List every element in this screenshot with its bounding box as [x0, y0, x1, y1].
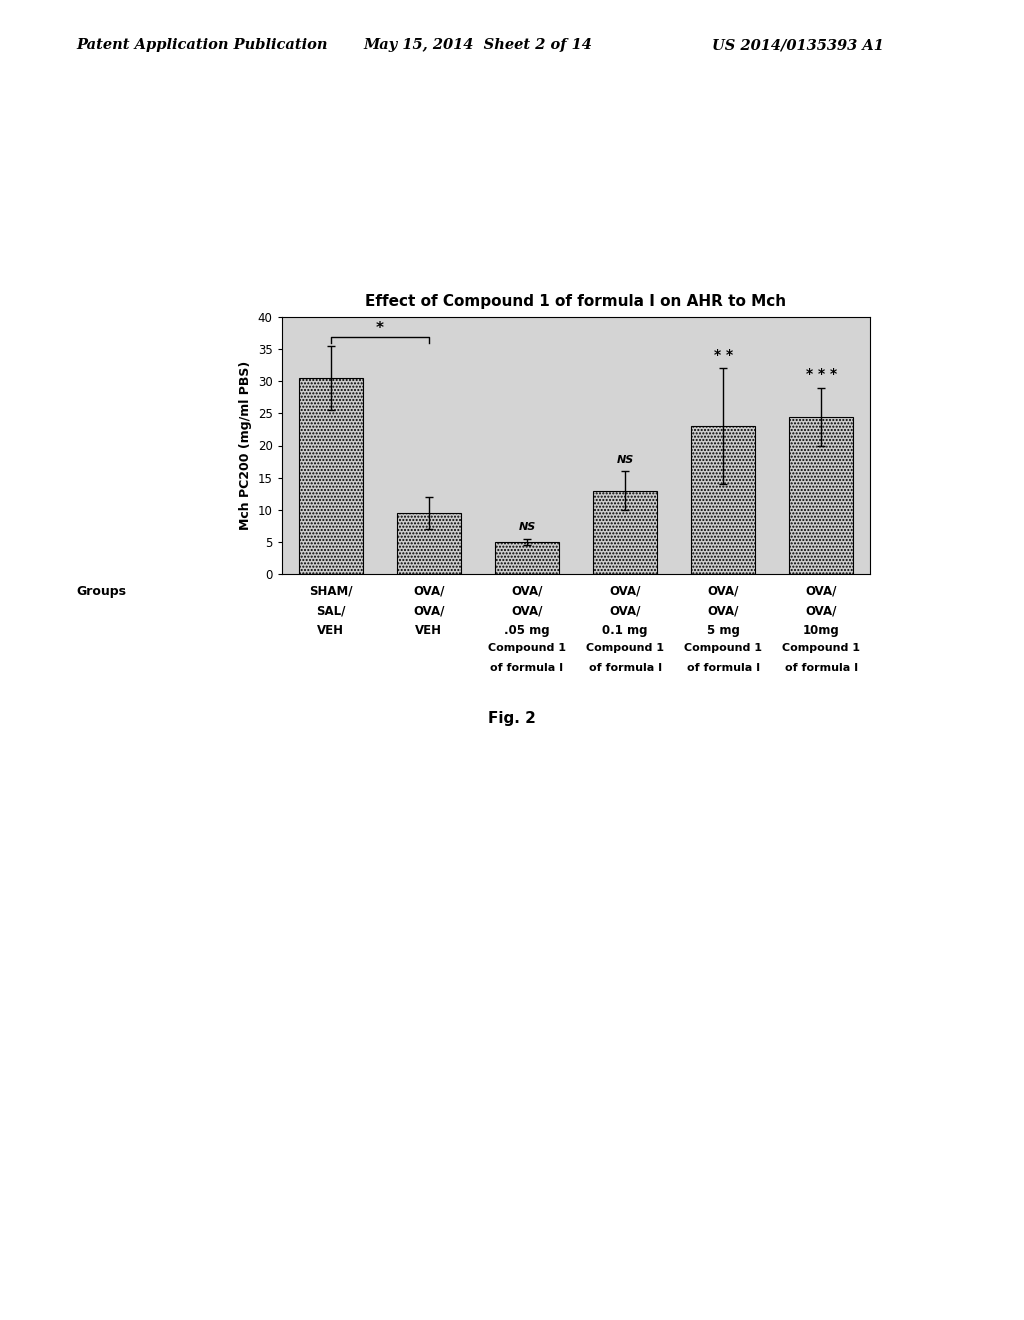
Text: * *: * * — [714, 348, 733, 362]
Text: SHAM/: SHAM/ — [309, 585, 352, 598]
Text: OVA/: OVA/ — [511, 585, 543, 598]
Bar — [790, 417, 853, 574]
Bar — [397, 513, 461, 574]
Text: of formula I: of formula I — [589, 663, 662, 673]
Text: Compound 1: Compound 1 — [684, 643, 762, 653]
Text: of formula I: of formula I — [687, 663, 760, 673]
Text: .05 mg: .05 mg — [504, 624, 550, 636]
Text: OVA/: OVA/ — [806, 585, 837, 598]
Text: US 2014/0135393 A1: US 2014/0135393 A1 — [712, 38, 884, 53]
Text: Groups: Groups — [77, 585, 127, 598]
Text: OVA/: OVA/ — [806, 605, 837, 618]
Y-axis label: Mch PC200 (mg/ml PBS): Mch PC200 (mg/ml PBS) — [240, 360, 252, 531]
Text: OVA/: OVA/ — [413, 605, 444, 618]
Text: 0.1 mg: 0.1 mg — [602, 624, 648, 636]
Title: Effect of Compound 1 of formula I on AHR to Mch: Effect of Compound 1 of formula I on AHR… — [366, 293, 786, 309]
Text: Patent Application Publication: Patent Application Publication — [77, 38, 329, 53]
Text: Fig. 2: Fig. 2 — [488, 711, 536, 726]
Text: May 15, 2014  Sheet 2 of 14: May 15, 2014 Sheet 2 of 14 — [364, 38, 593, 53]
Bar — [299, 378, 362, 574]
Text: *: * — [376, 321, 384, 337]
Bar — [495, 543, 559, 574]
Text: OVA/: OVA/ — [511, 605, 543, 618]
Text: Compound 1: Compound 1 — [782, 643, 860, 653]
Text: Compound 1: Compound 1 — [586, 643, 665, 653]
Text: of formula I: of formula I — [784, 663, 858, 673]
Text: OVA/: OVA/ — [708, 585, 739, 598]
Text: SAL/: SAL/ — [316, 605, 345, 618]
Text: of formula I: of formula I — [490, 663, 563, 673]
Text: VEH: VEH — [317, 624, 344, 636]
Text: NS: NS — [616, 455, 634, 465]
Text: * * *: * * * — [806, 367, 837, 381]
Text: OVA/: OVA/ — [413, 585, 444, 598]
Text: VEH: VEH — [416, 624, 442, 636]
Text: OVA/: OVA/ — [609, 605, 641, 618]
Text: OVA/: OVA/ — [708, 605, 739, 618]
Bar — [691, 426, 755, 574]
Bar — [593, 491, 657, 574]
Text: OVA/: OVA/ — [609, 585, 641, 598]
Text: 10mg: 10mg — [803, 624, 840, 636]
Text: Compound 1: Compound 1 — [487, 643, 566, 653]
Text: NS: NS — [518, 523, 536, 532]
Text: 5 mg: 5 mg — [707, 624, 739, 636]
